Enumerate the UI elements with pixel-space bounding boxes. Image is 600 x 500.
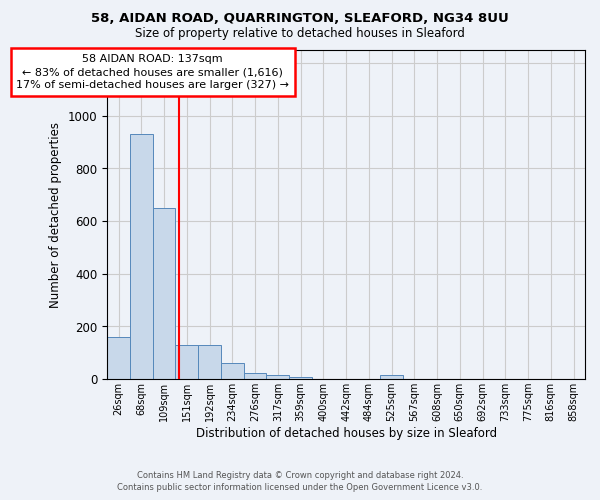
Bar — [380, 375, 403, 379]
Bar — [244, 372, 266, 379]
Y-axis label: Number of detached properties: Number of detached properties — [49, 122, 62, 308]
Text: Size of property relative to detached houses in Sleaford: Size of property relative to detached ho… — [135, 28, 465, 40]
Bar — [289, 376, 312, 379]
Bar — [198, 345, 221, 379]
Text: 58 AIDAN ROAD: 137sqm
← 83% of detached houses are smaller (1,616)
17% of semi-d: 58 AIDAN ROAD: 137sqm ← 83% of detached … — [16, 54, 289, 90]
Bar — [221, 364, 244, 379]
Bar — [266, 375, 289, 379]
Bar — [130, 134, 153, 379]
Bar — [175, 345, 198, 379]
Text: 58, AIDAN ROAD, QUARRINGTON, SLEAFORD, NG34 8UU: 58, AIDAN ROAD, QUARRINGTON, SLEAFORD, N… — [91, 12, 509, 26]
Bar — [153, 208, 175, 379]
X-axis label: Distribution of detached houses by size in Sleaford: Distribution of detached houses by size … — [196, 427, 497, 440]
Bar — [107, 337, 130, 379]
Text: Contains HM Land Registry data © Crown copyright and database right 2024.
Contai: Contains HM Land Registry data © Crown c… — [118, 471, 482, 492]
